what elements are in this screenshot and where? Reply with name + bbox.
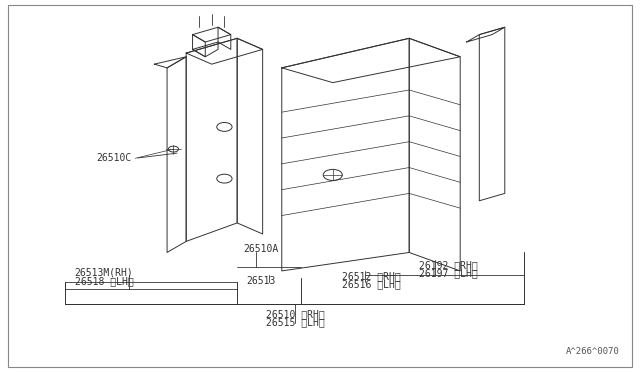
- Text: 26192 〈RH〉: 26192 〈RH〉: [419, 260, 477, 270]
- Text: 26518 〈LH〉: 26518 〈LH〉: [75, 276, 133, 286]
- Text: 26516 〈LH〉: 26516 〈LH〉: [342, 280, 401, 289]
- Text: 26510C: 26510C: [97, 153, 132, 163]
- Text: 26515 〈LH〉: 26515 〈LH〉: [266, 318, 324, 328]
- Text: 26510A: 26510A: [244, 244, 279, 254]
- Text: 26510 〈RH〉: 26510 〈RH〉: [266, 310, 324, 320]
- Text: 26513M(RH): 26513M(RH): [75, 268, 133, 278]
- Text: A^266^0070: A^266^0070: [566, 347, 620, 356]
- Text: 26512 〈RH〉: 26512 〈RH〉: [342, 272, 401, 282]
- Text: 26197 〈LH〉: 26197 〈LH〉: [419, 269, 477, 279]
- Text: 26513: 26513: [246, 276, 276, 286]
